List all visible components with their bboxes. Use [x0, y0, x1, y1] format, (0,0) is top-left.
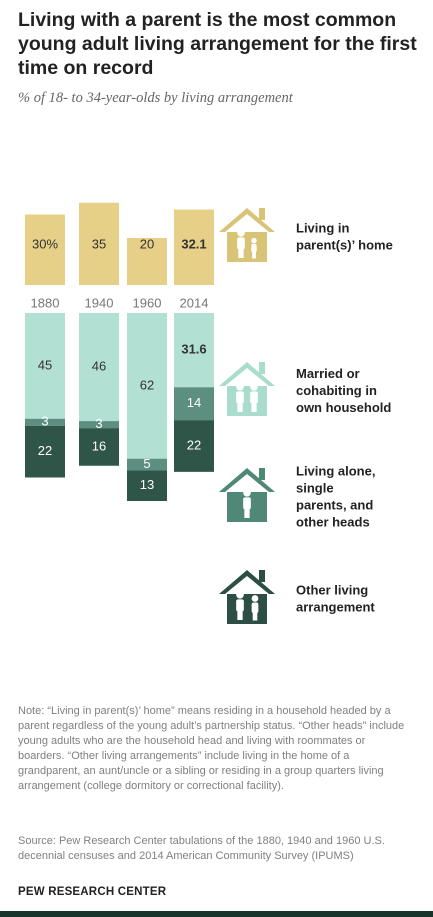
value-label-other-1940: 16 [92, 438, 106, 453]
bar-parents-1880 [25, 214, 65, 285]
year-label-1940: 1940 [85, 295, 114, 310]
legend: Living in parent(s)’ home Married or cohabi… [219, 208, 393, 624]
bar-parents-2014 [174, 209, 214, 285]
bar-married-2014 [174, 313, 214, 388]
house-with-single-person-icon [219, 468, 275, 522]
legend-label-other-living-arrangement: Other living arrangement [296, 583, 375, 615]
value-label-married-1880: 45 [38, 357, 52, 372]
bar-chart: 30% 35 20 32.1 45 3 22 46 3 16 62 5 13 31.6 14 22 1880… [25, 202, 393, 624]
value-label-other-2014: 22 [187, 437, 201, 452]
value-label-parents-1940: 35 [92, 236, 106, 251]
bar-married-1880 [25, 313, 65, 419]
bar-alone-1940 [79, 421, 119, 429]
year-label-1880: 1880 [31, 295, 60, 310]
bar-alone-2014 [174, 387, 214, 421]
value-label-alone-1940: 3 [95, 416, 102, 431]
pew-research-center-logo: PEW RESEARCH CENTER [18, 886, 167, 898]
lower-stacked-bars: 45 3 22 46 3 16 62 5 13 31.6 14 22 [25, 313, 214, 501]
bar-parents-1960 [127, 238, 167, 285]
bar-other-1880 [25, 425, 65, 478]
bar-other-2014 [174, 420, 214, 472]
chart-subtitle: % of 18- to 34-year-olds by living arran… [18, 90, 293, 106]
house-with-couple-icon [219, 362, 275, 416]
chart-title: Living with a parent is the most common … [18, 9, 417, 79]
bar-parents-1940 [79, 202, 119, 285]
bottom-bar [0, 911, 433, 917]
value-label-other-1880: 22 [38, 443, 52, 458]
legend-label-living-alone-single-parents-and-other-heads: Living alone, single parents, and other hea… [296, 464, 375, 530]
legend-label-married-or-cohabiting-in-own-household: Married or cohabiting in own household [296, 366, 391, 415]
value-label-married-1960: 62 [140, 377, 154, 392]
house-with-adult-and-child-icon [219, 208, 275, 262]
year-label-2014: 2014 [180, 295, 209, 310]
value-label-married-1940: 46 [92, 358, 106, 373]
value-label-alone-1960: 5 [143, 456, 150, 471]
value-label-alone-2014: 14 [187, 395, 201, 410]
value-label-alone-1880: 3 [41, 414, 48, 429]
bar-married-1940 [79, 313, 119, 422]
house-with-elder-and-adult-icon [219, 570, 275, 624]
bar-other-1960 [127, 470, 167, 501]
bar-alone-1880 [25, 418, 65, 426]
chart-note: Note: “Living in parent(s)’ home” means … [18, 705, 405, 792]
bar-alone-1960 [127, 458, 167, 471]
legend-label-living-in-parent-s-home: Living in parent(s)’ home [296, 221, 393, 253]
value-label-parents-1880: 30% [32, 236, 58, 251]
value-label-married-2014: 31.6 [181, 342, 206, 357]
year-label-1960: 1960 [133, 295, 162, 310]
chart-source: Source: Pew Research Center tabulations … [18, 835, 385, 862]
value-label-other-1960: 13 [140, 477, 154, 492]
value-label-parents-1960: 20 [140, 236, 154, 251]
year-axis: 1880 1940 1960 2014 [31, 295, 209, 310]
bar-other-1940 [79, 428, 119, 466]
bar-married-1960 [127, 313, 167, 459]
value-label-parents-2014: 32.1 [181, 236, 206, 251]
parents-bars: 30% 35 20 32.1 [25, 202, 214, 285]
